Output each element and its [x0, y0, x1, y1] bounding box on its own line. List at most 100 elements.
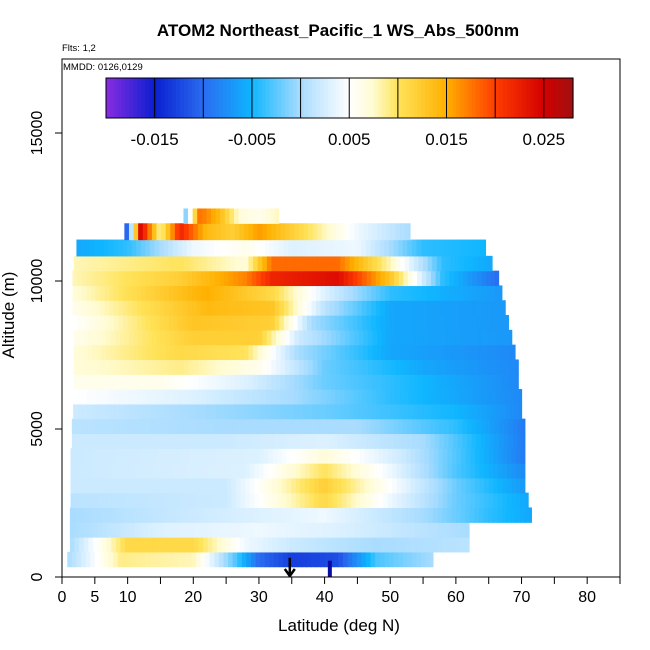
heatmap-cell: [187, 270, 193, 287]
heatmap-cell: [83, 359, 89, 375]
heatmap-cell: [179, 374, 185, 390]
heatmap-cell: [134, 463, 141, 479]
heatmap-cell: [267, 537, 273, 553]
heatmap-cell: [180, 522, 186, 538]
heatmap-cell: [104, 551, 110, 568]
heatmap-cell: [350, 463, 357, 479]
heatmap-cell: [432, 507, 439, 523]
heatmap-cell: [405, 522, 411, 538]
heatmap-cell: [76, 433, 82, 449]
x-tick-label: 10: [119, 589, 137, 606]
heatmap-cell: [241, 551, 248, 568]
heatmap-cell: [226, 477, 232, 494]
heatmap-cell: [386, 344, 392, 361]
heatmap-cell: [417, 300, 423, 316]
heatmap-cell: [117, 433, 123, 449]
heatmap-cell: [175, 522, 181, 538]
heatmap-cell: [194, 492, 200, 509]
heatmap-cell: [483, 507, 489, 523]
heatmap-cell: [102, 492, 108, 509]
heatmap-cell: [324, 551, 330, 568]
heatmap-cell: [164, 315, 170, 331]
heatmap-cell: [248, 374, 254, 390]
heatmap-cell: [418, 374, 424, 390]
heatmap-cell: [72, 285, 78, 301]
heatmap-cell: [241, 239, 248, 257]
heatmap-cell: [427, 389, 433, 405]
heatmap-cell: [69, 507, 76, 523]
heatmap-cell: [104, 300, 110, 316]
colorbar-segment: [390, 78, 395, 118]
heatmap-cell: [163, 433, 169, 449]
heatmap-cell: [288, 285, 294, 301]
heatmap-cell: [315, 551, 321, 568]
heatmap-cell: [279, 403, 286, 420]
heatmap-cell: [88, 507, 94, 523]
heatmap-cell: [465, 537, 470, 553]
heatmap-cell: [245, 463, 251, 479]
heatmap-cell: [326, 255, 332, 272]
heatmap-cell: [340, 344, 346, 361]
heatmap-cell: [413, 329, 420, 346]
heatmap-cell: [157, 448, 164, 464]
heatmap-cell: [321, 389, 327, 405]
heatmap-cell: [417, 285, 423, 301]
heatmap-cell: [341, 522, 347, 538]
heatmap-cell: [347, 239, 353, 257]
heatmap-cell: [96, 255, 102, 272]
heatmap-cell: [164, 300, 170, 316]
heatmap-cell: [208, 448, 214, 464]
heatmap-cell: [243, 389, 249, 405]
heatmap-cell: [190, 463, 196, 479]
heatmap-cell: [335, 344, 341, 361]
heatmap-cell: [119, 344, 125, 361]
heatmap-cell: [312, 389, 318, 405]
heatmap-cell: [93, 477, 99, 494]
heatmap-cell: [245, 448, 251, 464]
colorbar-segment: [281, 78, 286, 118]
heatmap-cell: [207, 255, 213, 272]
colorbar-segment: [358, 78, 364, 118]
heatmap-cell: [326, 329, 332, 346]
colorbar-segment: [475, 78, 481, 118]
heatmap-cell: [375, 551, 381, 568]
heatmap-cell: [167, 463, 173, 479]
heatmap-cell: [510, 359, 516, 375]
colorbar-segment: [109, 78, 115, 118]
colorbar-segment: [436, 78, 442, 118]
heatmap-cell: [450, 374, 456, 390]
heatmap-cell: [437, 507, 443, 523]
heatmap-cell: [418, 255, 424, 272]
arrow-annotation-head: [283, 568, 296, 577]
heatmap-cell: [212, 537, 218, 553]
heatmap-cell: [306, 285, 313, 301]
heatmap-cell: [147, 359, 153, 375]
heatmap-cell: [442, 522, 448, 538]
heatmap-cell: [260, 300, 267, 316]
heatmap-cell: [473, 255, 479, 272]
heatmap-cell: [188, 223, 194, 241]
heatmap-cell: [433, 448, 439, 464]
heatmap-cell: [492, 507, 498, 523]
heatmap-cell: [113, 551, 119, 568]
heatmap-cell: [193, 344, 199, 361]
heatmap-cell: [185, 492, 191, 509]
heatmap-cell: [482, 359, 488, 375]
heatmap-cell: [444, 418, 450, 435]
heatmap-cell: [386, 374, 392, 390]
heatmap-cell: [155, 270, 161, 287]
heatmap-cell: [365, 239, 372, 257]
heatmap-cell: [514, 374, 519, 390]
heatmap-cell: [92, 359, 98, 375]
heatmap-cell: [281, 448, 288, 464]
heatmap-cell: [93, 492, 99, 509]
heatmap-cell: [476, 300, 483, 316]
heatmap-cell: [479, 492, 485, 509]
heatmap-cell: [251, 551, 257, 568]
heatmap-cell: [274, 551, 280, 568]
heatmap-cell: [171, 492, 177, 509]
heatmap-cell: [216, 359, 222, 375]
heatmap-cell: [341, 507, 347, 523]
colorbar-segment: [327, 78, 333, 118]
heatmap-cell: [354, 522, 360, 538]
